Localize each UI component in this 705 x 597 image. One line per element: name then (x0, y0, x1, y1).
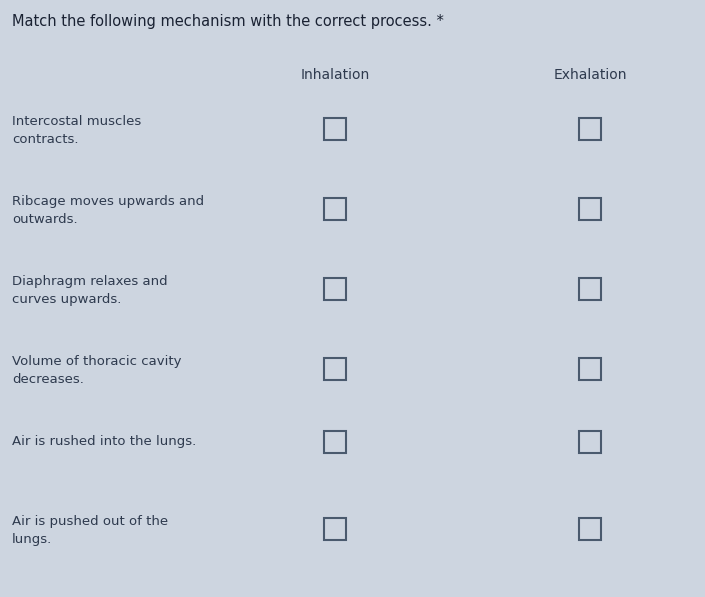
Bar (579, 358, 601, 380)
Bar (324, 198, 346, 220)
Text: Volume of thoracic cavity
decreases.: Volume of thoracic cavity decreases. (12, 355, 181, 386)
Bar (579, 431, 601, 453)
Text: Air is pushed out of the
lungs.: Air is pushed out of the lungs. (12, 515, 168, 546)
Bar (324, 278, 346, 300)
Text: Ribcage moves upwards and
outwards.: Ribcage moves upwards and outwards. (12, 195, 204, 226)
Bar (579, 198, 601, 220)
Bar (324, 518, 346, 540)
Bar (579, 118, 601, 140)
Text: Exhalation: Exhalation (553, 68, 627, 82)
Text: Inhalation: Inhalation (300, 68, 369, 82)
Bar (324, 358, 346, 380)
Bar (324, 431, 346, 453)
Text: Air is rushed into the lungs.: Air is rushed into the lungs. (12, 435, 196, 448)
Bar (324, 118, 346, 140)
Text: Intercostal muscles
contracts.: Intercostal muscles contracts. (12, 115, 141, 146)
Text: Match the following mechanism with the correct process. *: Match the following mechanism with the c… (12, 14, 444, 29)
Text: Diaphragm relaxes and
curves upwards.: Diaphragm relaxes and curves upwards. (12, 275, 168, 306)
Bar (579, 518, 601, 540)
Bar (579, 278, 601, 300)
